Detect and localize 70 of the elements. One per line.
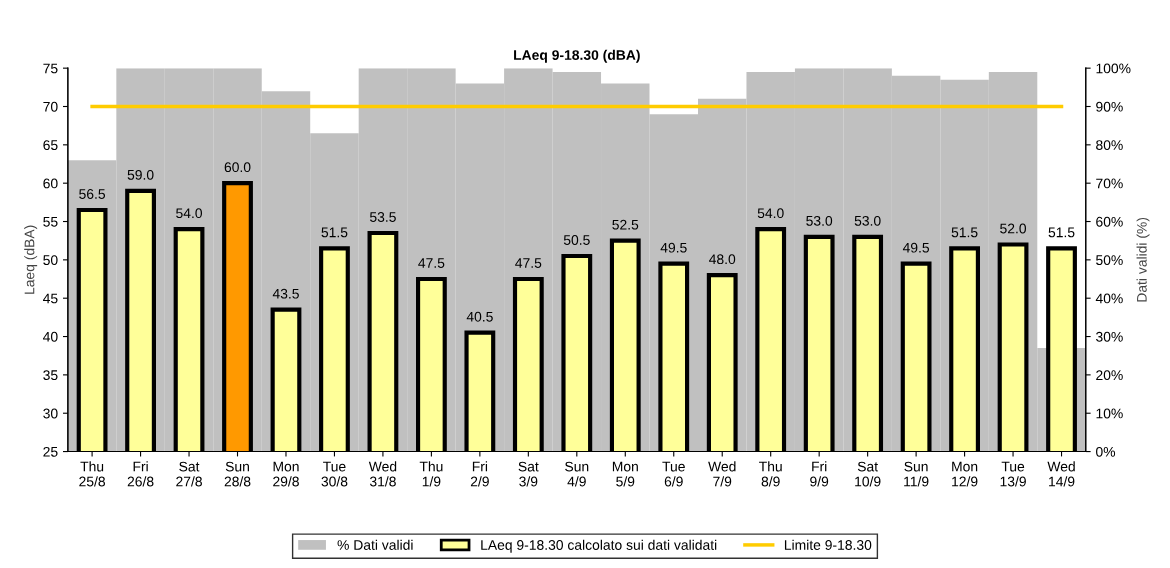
y-axis-title: Laeq (dBA) <box>24 225 38 294</box>
x-tick-label: Wed 14/9 <box>1047 461 1075 487</box>
x-tick-label: Sun 4/9 <box>565 461 589 487</box>
y2-tick-label: 70% <box>1096 178 1123 189</box>
x-tick-label: Thu 8/9 <box>759 461 782 487</box>
data-label: 51.5 <box>951 227 978 238</box>
x-tick-label: Tue 6/9 <box>662 461 685 487</box>
y2-tick-label: 40% <box>1095 293 1123 304</box>
data-label: 56.5 <box>79 189 106 199</box>
data-label: 60.0 <box>224 162 251 173</box>
y2-tick-label: 100% <box>1096 63 1131 74</box>
legend-label: LAeq 9-18.30 calcolato sui dati validati <box>481 539 717 553</box>
data-label: 51.5 <box>1048 227 1075 238</box>
chart-title: LAeq 9-18.30 (dBA) <box>514 49 640 63</box>
x-tick-label: Mon 12/9 <box>952 461 978 487</box>
data-label: 54.0 <box>176 208 203 219</box>
data-label: 48.0 <box>709 254 736 265</box>
y-tick-label: 65 <box>43 140 58 151</box>
y2-tick-label: 90% <box>1096 101 1123 112</box>
y2-tick-label: 30% <box>1096 331 1123 342</box>
x-tick-label: Mon 29/8 <box>273 461 299 487</box>
y2-tick-label: 0% <box>1096 446 1116 457</box>
x-tick-label: Fri 2/9 <box>470 461 489 487</box>
y-tick-label: 60 <box>43 178 58 189</box>
data-label: 43.5 <box>272 288 299 299</box>
y2-tick-label: 50% <box>1096 255 1123 266</box>
y-tick-label: 25 <box>43 446 58 457</box>
x-tick-label: Sat 10/9 <box>855 461 881 487</box>
y2-axis-title: Dati validi (%) <box>1136 217 1150 302</box>
y-tick-label: 45 <box>43 293 58 304</box>
data-label: 47.5 <box>515 258 542 268</box>
x-tick-label: Sun 28/8 <box>224 461 251 487</box>
data-label: 51.5 <box>321 227 348 238</box>
data-label: 50.5 <box>563 235 590 245</box>
legend-label: % Dati validi <box>337 539 413 550</box>
data-label: 52.0 <box>1000 223 1027 234</box>
x-tick-label: Tue 13/9 <box>1000 461 1026 487</box>
x-tick-label: Sun 11/9 <box>904 461 929 487</box>
data-label: 49.5 <box>660 242 687 253</box>
x-tick-label: Fri 26/8 <box>127 461 154 487</box>
data-label: 53.0 <box>854 215 881 226</box>
y-tick-label: 35 <box>43 370 58 381</box>
x-tick-label: Thu 1/9 <box>419 461 443 487</box>
y2-tick-label: 60% <box>1096 216 1123 227</box>
y-tick-label: 75 <box>43 63 58 74</box>
x-tick-label: Sat 27/8 <box>176 461 202 487</box>
x-tick-label: Thu 25/8 <box>79 461 106 487</box>
data-label: 49.5 <box>902 242 930 253</box>
y2-tick-label: 10% <box>1096 408 1123 419</box>
x-tick-label: Sat 3/9 <box>518 461 539 487</box>
data-label: 53.0 <box>806 215 833 226</box>
y-tick-label: 50 <box>43 255 58 266</box>
x-tick-label: Tue 30/8 <box>321 461 348 487</box>
x-tick-label: Wed 31/8 <box>368 461 397 487</box>
y2-tick-label: 20% <box>1096 370 1123 381</box>
data-label: 53.5 <box>369 212 396 222</box>
x-tick-label: Mon 5/9 <box>612 461 638 487</box>
y-tick-label: 55 <box>43 217 58 227</box>
data-label: 47.5 <box>418 258 445 268</box>
data-label: 54.0 <box>757 208 784 219</box>
x-tick-label: Wed 7/9 <box>708 461 736 487</box>
legend-label: Limite 9-18.30 <box>784 539 872 550</box>
y-tick-label: 70 <box>43 101 58 112</box>
x-tick-label: Fri 9/9 <box>810 461 829 487</box>
data-label: 59.0 <box>127 169 154 180</box>
y2-tick-label: 80% <box>1096 140 1123 151</box>
y-tick-label: 40 <box>43 331 58 342</box>
y-tick-label: 30 <box>43 408 58 419</box>
data-label: 40.5 <box>466 311 493 322</box>
data-label: 52.5 <box>612 219 639 230</box>
